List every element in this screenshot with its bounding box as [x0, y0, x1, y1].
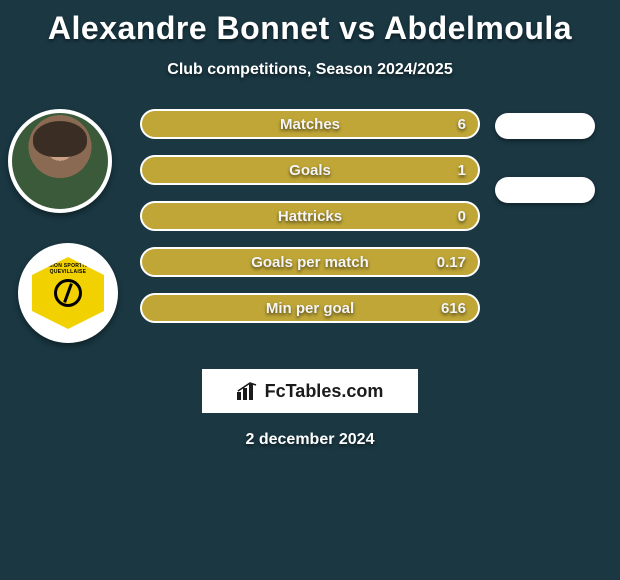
stat-rows: Matches 6 Goals 1 Hattricks 0 Goals per match 0… [140, 109, 480, 339]
subtitle: Club competitions, Season 2024/2025 [0, 61, 620, 79]
club-badge: UNION SPORTIVE QUEVILLAISE [18, 243, 118, 343]
club-badge-text: UNION SPORTIVE QUEVILLAISE [32, 263, 104, 275]
stat-value-left: 1 [458, 162, 466, 179]
stat-label: Goals per match [251, 254, 369, 271]
club-badge-inner: UNION SPORTIVE QUEVILLAISE [32, 257, 104, 329]
stat-row: Min per goal 616 [140, 293, 480, 323]
title-vs: vs [339, 10, 376, 46]
stat-row: Matches 6 [140, 109, 480, 139]
page-title: Alexandre Bonnet vs Abdelmoula [0, 0, 620, 47]
stat-label: Matches [280, 116, 340, 133]
title-player2: Abdelmoula [384, 10, 572, 46]
stat-bar-left: Goals per match 0.17 [140, 247, 480, 277]
stat-bar-left: Matches 6 [140, 109, 480, 139]
stat-pill-right [495, 177, 595, 203]
stat-value-left: 0 [458, 208, 466, 225]
brand-name: FcTables.com [265, 381, 384, 402]
title-player1: Alexandre Bonnet [48, 10, 330, 46]
stat-value-left: 6 [458, 116, 466, 133]
date-text: 2 december 2024 [0, 431, 620, 449]
stat-label: Goals [289, 162, 331, 179]
club-badge-mark [54, 279, 82, 307]
stat-bar-left: Min per goal 616 [140, 293, 480, 323]
stat-label: Min per goal [266, 300, 354, 317]
stat-value-left: 0.17 [437, 254, 466, 271]
player-avatar [8, 109, 112, 213]
brand-box: FcTables.com [202, 369, 418, 413]
comparison-stage: UNION SPORTIVE QUEVILLAISE Matches 6 Goals… [0, 109, 620, 359]
bar-chart-icon [237, 382, 259, 400]
stat-pill-right [495, 113, 595, 139]
stat-row: Hattricks 0 [140, 201, 480, 231]
stat-label: Hattricks [278, 208, 342, 225]
stat-row: Goals 1 [140, 155, 480, 185]
stat-bar-left: Goals 1 [140, 155, 480, 185]
stat-bar-left: Hattricks 0 [140, 201, 480, 231]
stat-row: Goals per match 0.17 [140, 247, 480, 277]
stat-value-left: 616 [441, 300, 466, 317]
